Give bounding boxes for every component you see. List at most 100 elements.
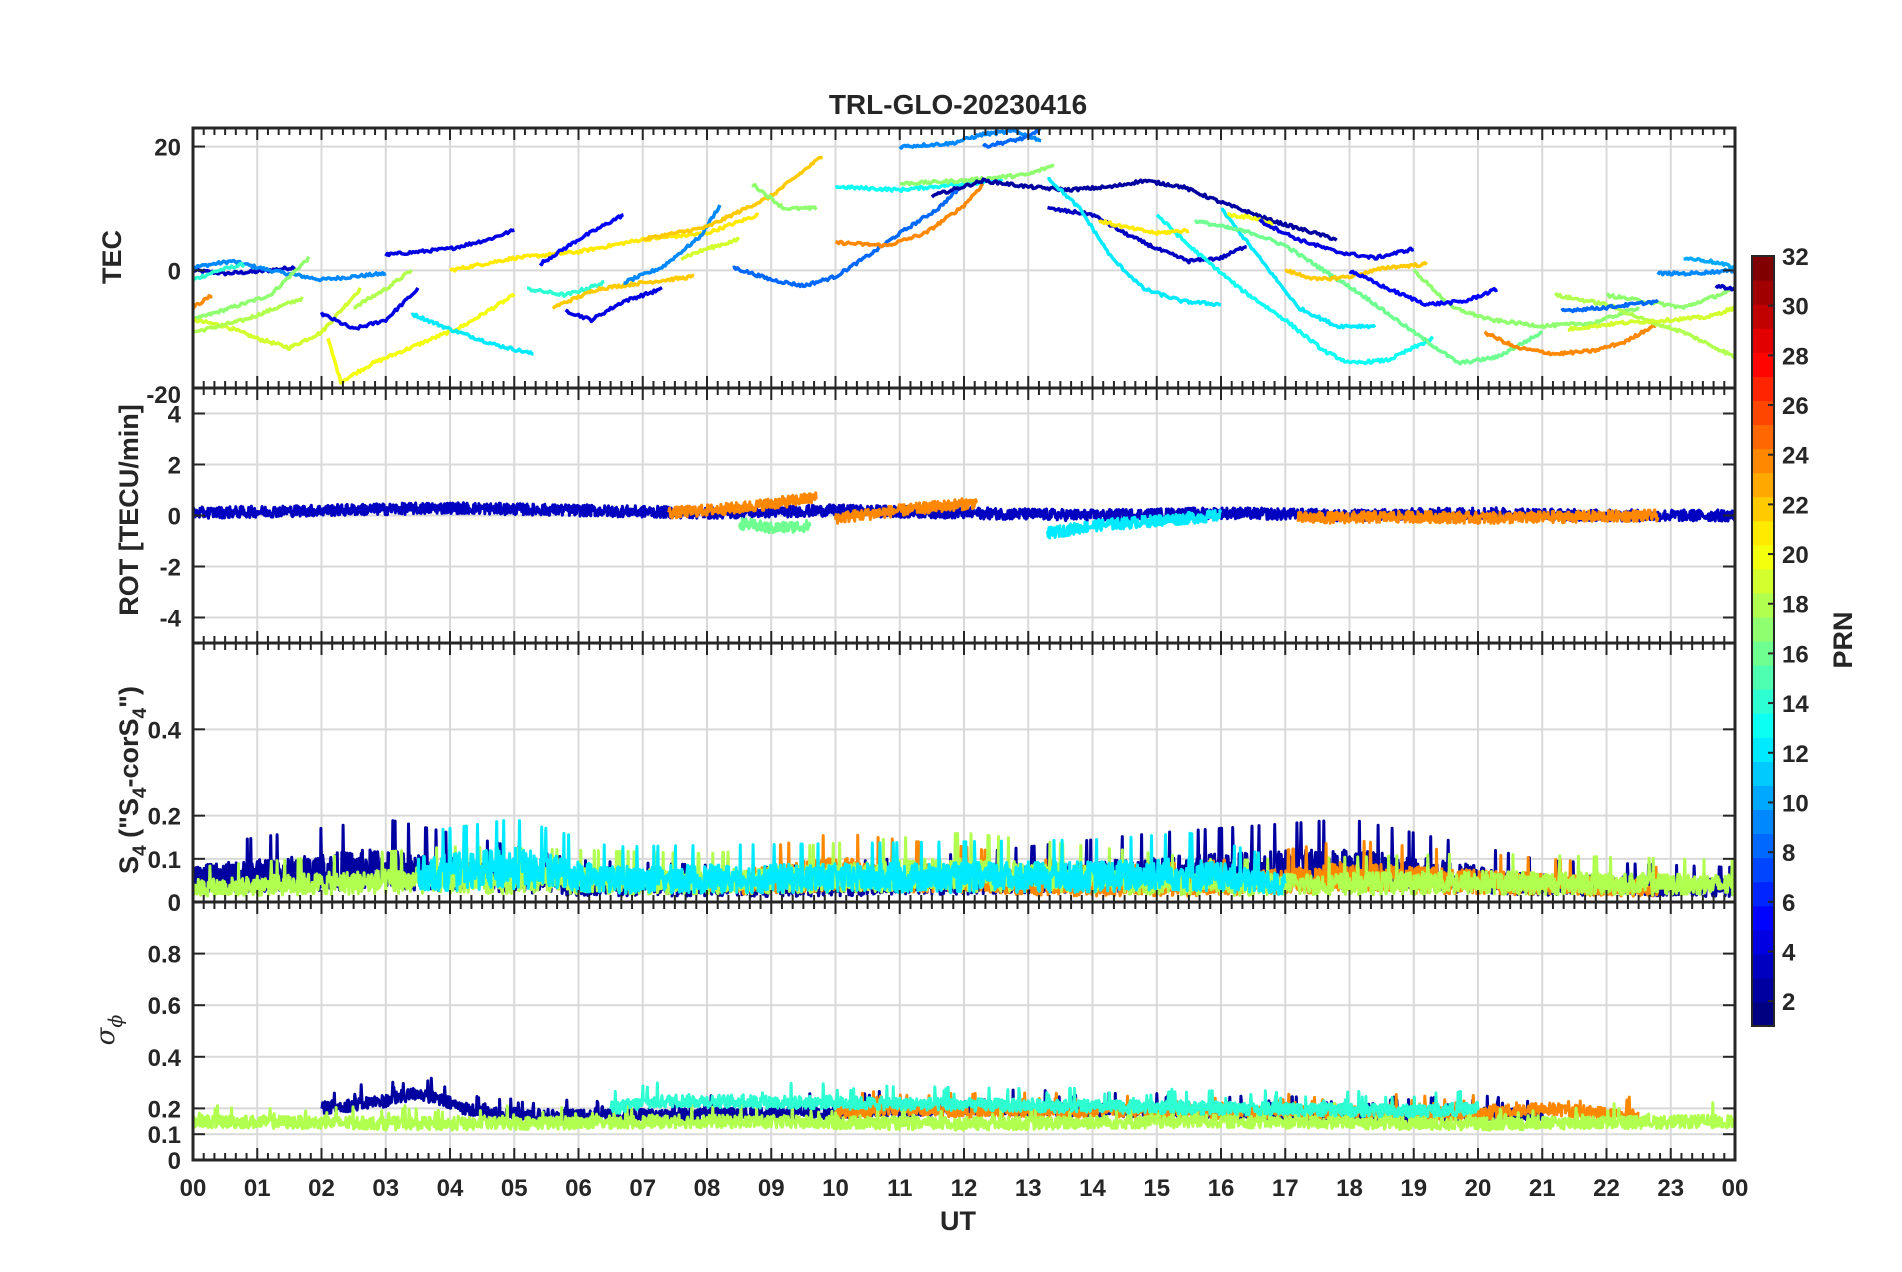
x-tick-label: 01	[244, 1175, 271, 1202]
series-line-prn-17	[1606, 285, 1735, 310]
y-tick-label: 0.2	[148, 1096, 181, 1123]
colorbar-segment	[1752, 977, 1774, 1003]
colorbar-segment	[1752, 328, 1774, 353]
x-tick-label: 05	[501, 1175, 528, 1202]
s4-ylabel-rest: ("S	[114, 798, 144, 845]
colorbar-tick-label: 10	[1782, 790, 1809, 817]
series-line-prn-24	[667, 491, 818, 520]
series-line-prn-18	[193, 1101, 1735, 1132]
series-line-prn-16	[737, 517, 812, 535]
s4-ylabel-sub2: 4	[130, 787, 151, 798]
colorbar-segment	[1752, 737, 1774, 762]
y-tick-label: 0	[168, 258, 181, 285]
series-line-prn-24	[1296, 508, 1660, 525]
series-line-prn-16	[1193, 218, 1544, 366]
x-tick-label: 08	[694, 1175, 721, 1202]
colorbar-segment	[1752, 929, 1774, 955]
series-line-prn-12	[1047, 176, 1222, 307]
colorbar-segment	[1752, 641, 1774, 666]
colorbar-segment	[1752, 785, 1774, 811]
series-line-prn-18	[193, 296, 304, 335]
rot-panel: 4 2 0 -2 -4	[160, 386, 1737, 645]
colorbar-segment	[1752, 1001, 1774, 1027]
y-tick-label: 0.4	[148, 1045, 182, 1072]
y-tick-label: 0	[168, 1148, 181, 1175]
y-tick-label: -2	[160, 555, 181, 582]
y-tick-label: 0.2	[148, 804, 181, 831]
series-line-prn-24	[1483, 322, 1659, 357]
series-line-prn-5	[538, 213, 624, 267]
series-line-prn-14	[193, 261, 246, 281]
series-line-prn-18	[353, 268, 413, 310]
colorbar-tick-label: 18	[1782, 592, 1809, 619]
x-tick-label: 03	[372, 1175, 399, 1202]
series-line-prn-10	[1683, 256, 1735, 270]
series-line-prn-22	[551, 273, 695, 310]
tec-ylabel: TEC	[97, 230, 127, 284]
colorbar-tick-label: 8	[1782, 840, 1795, 867]
series-line-prn-13	[1155, 213, 1435, 366]
series-line-prn-17	[751, 183, 818, 212]
x-tick-label: 06	[565, 1175, 592, 1202]
series-line-prn-17	[193, 255, 311, 323]
x-tick-label: 19	[1400, 1175, 1427, 1202]
colorbar-segment	[1752, 472, 1774, 498]
series-line-prn-8	[981, 128, 1043, 149]
x-tick-labels: 00 01 02 03 04 05 06 07 08 09 10 11 12 13 14 15 16 17 18 19…	[180, 1175, 1749, 1202]
colorbar-segment	[1752, 424, 1774, 450]
x-tick-label: 12	[951, 1175, 978, 1202]
series-line-prn-20	[326, 293, 516, 385]
chart-title: TRL-GLO-20230416	[829, 89, 1087, 120]
colorbar-tick-label: 24	[1782, 443, 1809, 470]
sigma-ylabel: σϕ	[91, 1015, 127, 1046]
series-line-prn-21	[1097, 219, 1190, 236]
colorbar-frame	[1751, 255, 1775, 1027]
series-group	[193, 1076, 1735, 1132]
sigma-ylabel-phi: ϕ	[105, 1015, 127, 1028]
colorbar-segment	[1752, 544, 1774, 570]
colorbar-segment	[1752, 905, 1774, 931]
y-tick-label: 0	[168, 504, 181, 531]
series-line-prn-21	[448, 212, 760, 273]
colorbar-segment	[1752, 665, 1774, 690]
x-tick-label: 17	[1272, 1175, 1299, 1202]
colorbar-segment	[1752, 256, 1774, 281]
s4-ylabel-sub3: 4	[130, 707, 151, 718]
series-line-prn-8	[732, 182, 965, 289]
s4-ylabel-end: ")	[114, 686, 144, 708]
colorbar-segment	[1752, 568, 1774, 594]
series-line-prn-22	[642, 155, 823, 242]
series-line-prn-12	[410, 312, 534, 356]
series-line-prn-4	[1258, 218, 1415, 261]
colorbar-segment	[1752, 809, 1774, 835]
colorbar-label: PRN	[1828, 611, 1858, 668]
y-tick-label: -4	[160, 606, 182, 633]
x-tick-label: 04	[437, 1175, 464, 1202]
colorbar-segment	[1752, 713, 1774, 738]
x-tick-label: 13	[1015, 1175, 1042, 1202]
x-tick-label: 23	[1657, 1175, 1684, 1202]
colorbar-tick-label: 26	[1782, 393, 1809, 420]
series-group	[193, 491, 1735, 540]
y-tick-label: 0	[168, 890, 181, 917]
series-line-prn-2	[930, 177, 1338, 242]
colorbar-tick-label: 4	[1782, 939, 1796, 966]
series-line-prn-12	[1046, 508, 1223, 540]
series-line-prn-24	[193, 294, 213, 310]
colorbar-tick-label: 30	[1782, 294, 1809, 321]
series-line-prn-4	[319, 287, 420, 331]
y-tick-label: 20	[154, 135, 181, 162]
colorbar-segment	[1752, 616, 1774, 642]
x-axis-label: UT	[940, 1206, 976, 1236]
x-tick-label: 00	[1722, 1175, 1749, 1202]
series-line-prn-3	[1047, 205, 1247, 265]
colorbar-tick-label: 12	[1782, 741, 1809, 768]
s4-ylabel: S4 ("S4-corS4")	[114, 686, 151, 874]
colorbar-segment	[1752, 520, 1774, 546]
y-tick-label: -20	[146, 382, 181, 409]
colorbar-segment	[1752, 833, 1774, 859]
series-line-prn-4	[384, 228, 515, 258]
series-line-prn-14	[609, 1081, 1480, 1119]
